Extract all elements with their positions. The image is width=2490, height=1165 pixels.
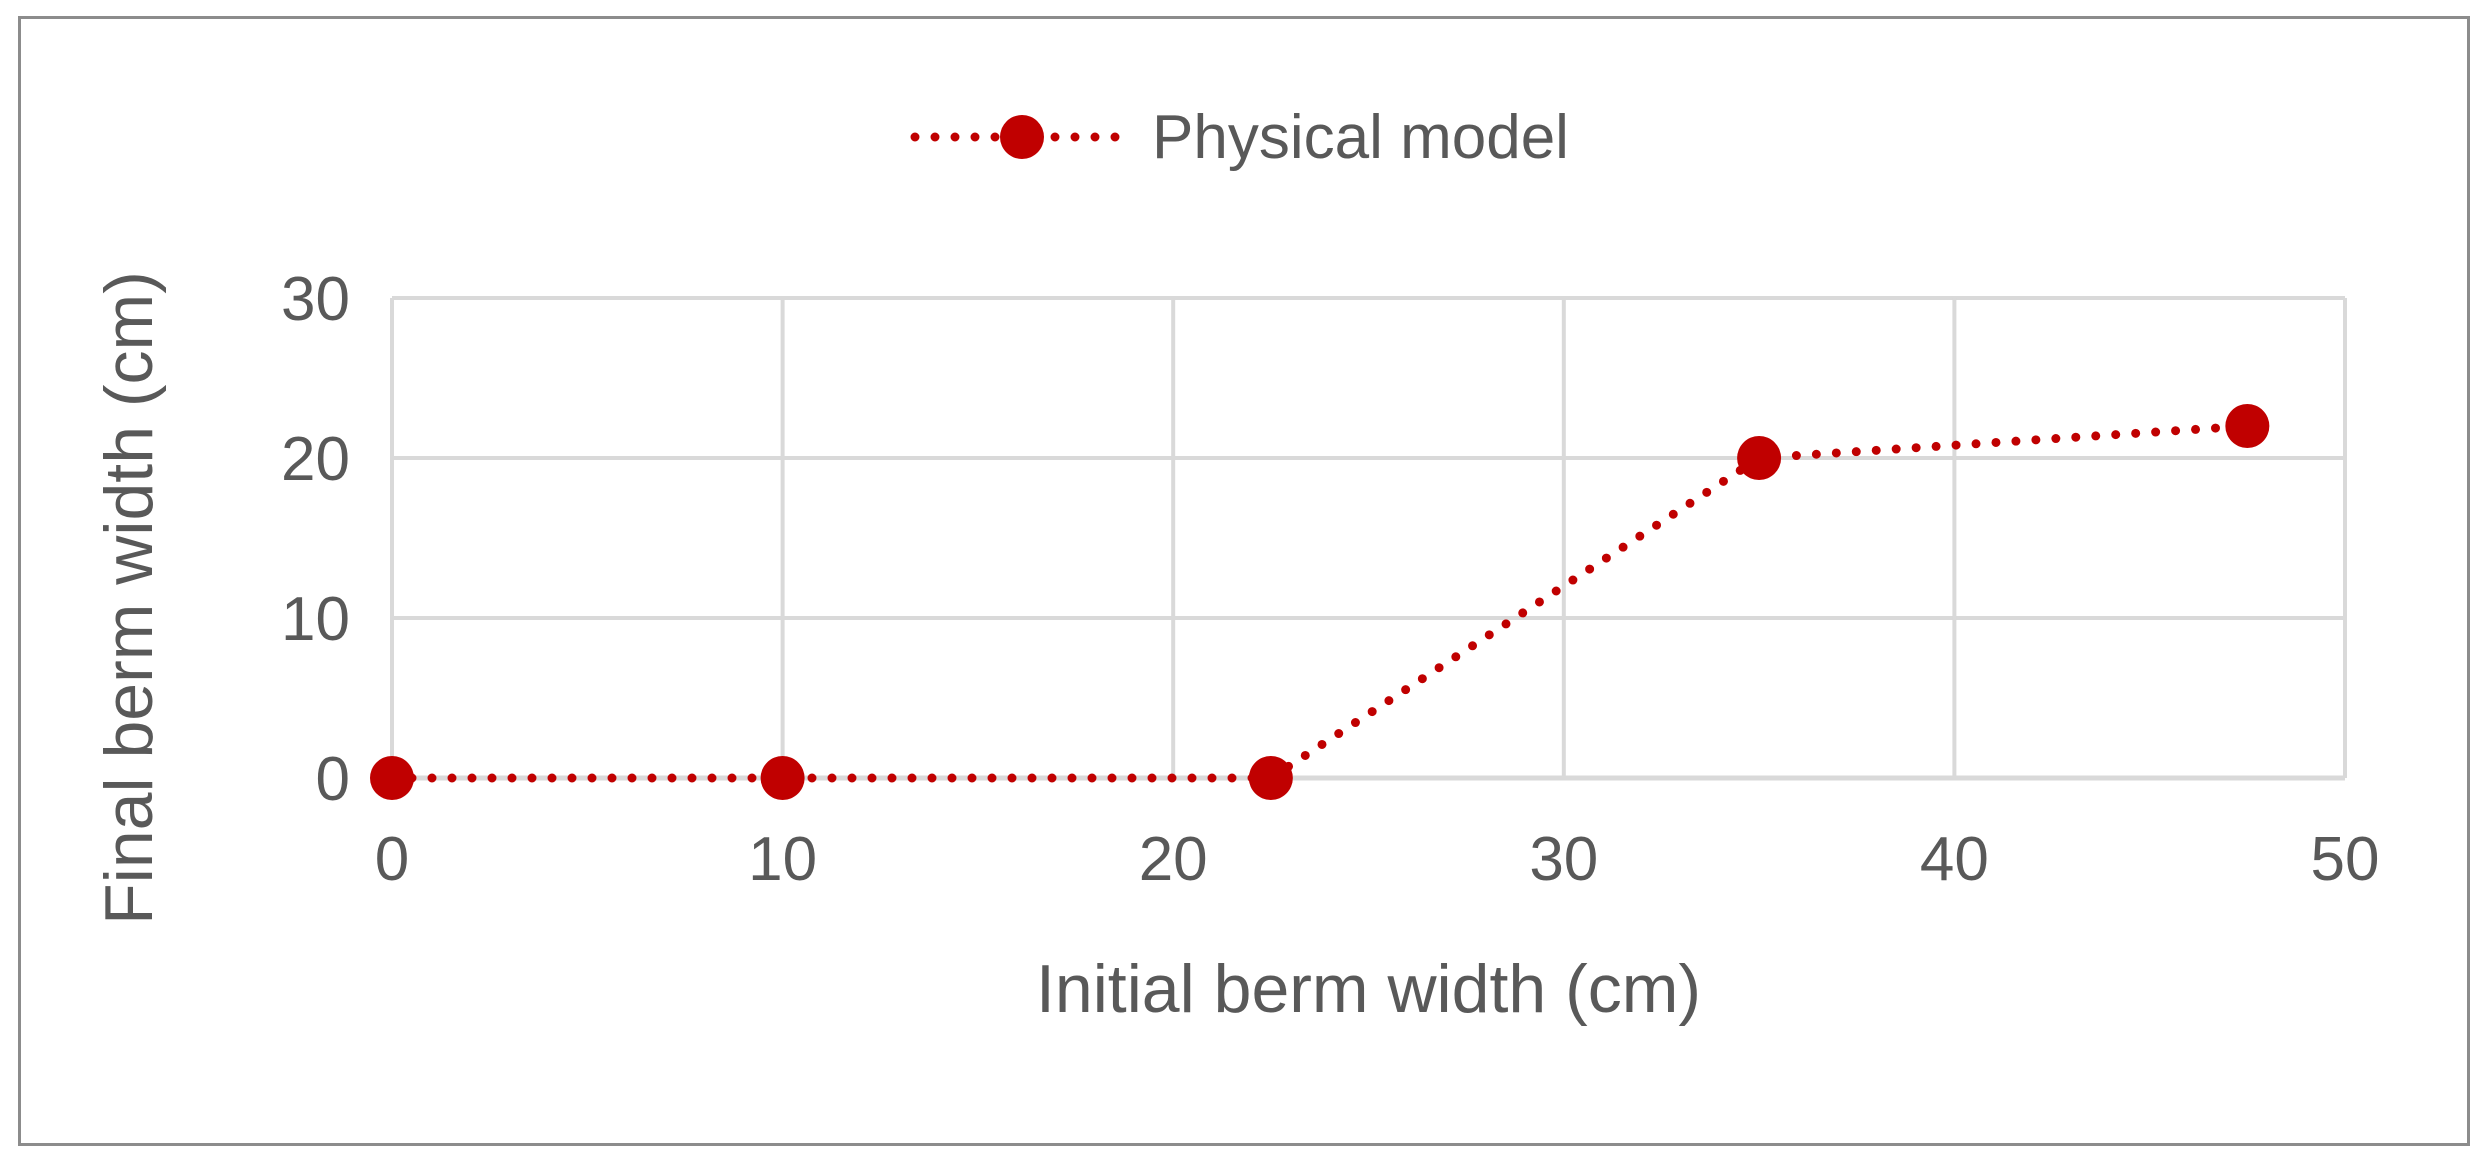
- series-layer: [370, 404, 2270, 800]
- series-line: [387, 421, 2252, 783]
- y-tick-label: 30: [281, 265, 350, 334]
- x-tick-label: 50: [2311, 825, 2380, 894]
- x-tick-label: 30: [1529, 825, 1598, 894]
- data-point: [370, 756, 414, 800]
- y-axis-title: Final berm width (cm): [91, 271, 167, 925]
- y-tick-label: 10: [281, 585, 350, 654]
- legend-label: Physical model: [1152, 103, 1569, 172]
- chart-frame: [18, 16, 2470, 1146]
- x-tick-label: 10: [748, 825, 817, 894]
- data-point: [1248, 756, 1293, 800]
- data-point: [2225, 404, 2270, 448]
- y-tick-label: 20: [281, 425, 350, 494]
- grid-layer: [390, 296, 2347, 778]
- y-tick-label: 0: [316, 745, 350, 814]
- axis-layer: 0 10 20 30 0 10 20 30 40 50: [281, 265, 2379, 894]
- x-tick-label: 40: [1920, 825, 1989, 894]
- x-axis-title: Initial berm width (cm): [1036, 951, 1701, 1027]
- x-tick-label: 0: [375, 825, 409, 894]
- legend-marker-swatch: [1000, 115, 1044, 159]
- x-tick-label: 20: [1139, 825, 1208, 894]
- legend: Physical model: [910, 103, 1569, 172]
- data-point: [760, 756, 805, 800]
- data-point: [1737, 436, 1782, 480]
